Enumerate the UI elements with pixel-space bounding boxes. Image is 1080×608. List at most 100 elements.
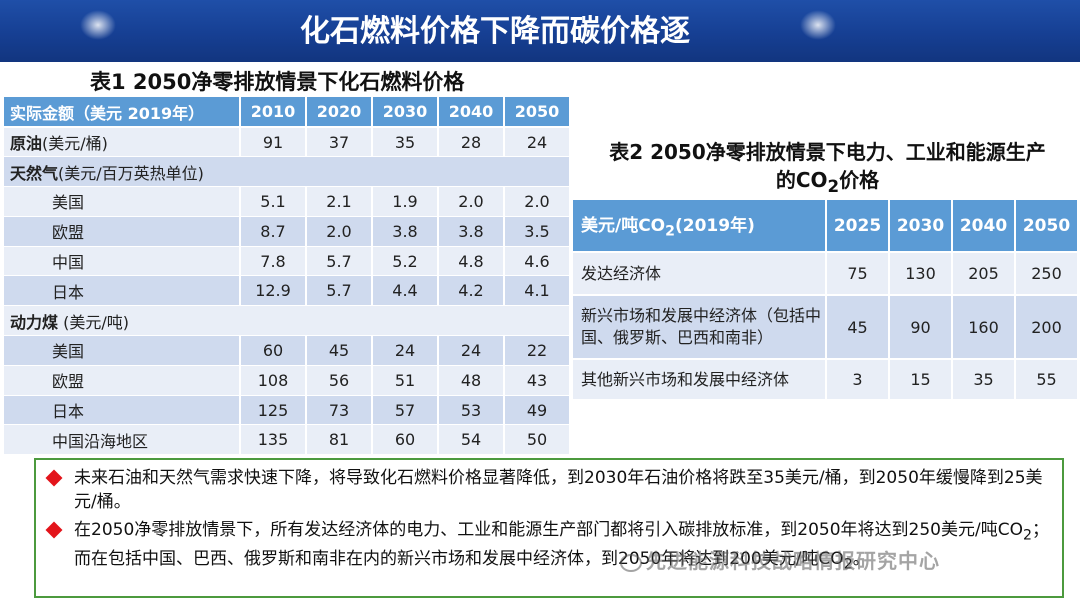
note-item: 未来石油和天然气需求快速下降，将导致化石燃料价格显著降低，到2030年石油价格将… (45, 466, 1052, 514)
wechat-icon (620, 553, 642, 572)
table1-header-cell: 2040 (438, 97, 505, 128)
table-cell: 135 (240, 424, 307, 456)
section-label-main: 天然气 (10, 163, 59, 183)
table2-title-line1: 表2 2050净零排放情景下电力、工业和能源生产 (609, 140, 1046, 164)
table-cell: 250 (1015, 252, 1079, 296)
note-text-part: ；而在包括中国、巴西、俄罗斯和南非在内的新兴市场和发展中经济体，到2050年将达… (74, 520, 1049, 570)
table-cell: 75 (826, 252, 890, 296)
table-cell: 130 (889, 252, 953, 296)
section-label-main: 动力煤 (10, 312, 59, 332)
row-label: 中国沿海地区 (4, 424, 241, 456)
table-cell: 24 (438, 335, 505, 366)
table-cell: 3.8 (372, 216, 439, 247)
red-diamond-bullet-icon (45, 469, 63, 487)
table-row: 日本 12.9 5.7 4.4 4.2 4.1 (4, 275, 571, 307)
table-row: 发达经济体 75 130 205 250 (573, 252, 1079, 296)
table-cell: 2.1 (306, 186, 373, 217)
slide-title: 化石燃料价格下降而碳价格逐 (300, 14, 690, 49)
table-row: 中国 7.8 5.7 5.2 4.8 4.6 (4, 246, 571, 277)
note-text-part: 。 (852, 549, 870, 570)
table2-title-post: 价格 (839, 168, 880, 192)
table-cell: 51 (372, 365, 439, 396)
table-cell: 43 (504, 365, 571, 396)
section-label: 天然气(美元/百万英热单位) (4, 156, 571, 188)
table-cell: 5.7 (306, 246, 373, 277)
table-cell: 4.6 (504, 246, 571, 277)
row-label: 原油(美元/桶) (4, 127, 241, 158)
table-cell: 56 (306, 365, 373, 396)
table-cell: 5.2 (372, 246, 439, 277)
table-cell: 24 (504, 127, 571, 158)
table-cell: 28 (438, 127, 505, 158)
table-cell: 35 (372, 127, 439, 158)
table-cell: 4.8 (438, 246, 505, 277)
table2-header-row: 美元/吨CO2(2019年) 2025 2030 2040 2050 (573, 200, 1079, 253)
row-label: 美国 (4, 335, 241, 366)
watermark: 先进能源科技战略情报研究中心 (620, 545, 1050, 579)
table-cell: 3 (826, 359, 890, 401)
section-label: 动力煤 (美元/吨) (4, 305, 571, 337)
table-cell: 54 (438, 424, 505, 456)
table1-header-row: 实际金额（美元 2019年） 2010 2020 2030 2040 2050 (4, 97, 571, 128)
decorative-swirl-left (80, 10, 116, 40)
table2-title-pre: 的CO (775, 168, 828, 192)
table1-header-cell: 2050 (504, 97, 571, 128)
table-cell: 200 (1015, 295, 1079, 360)
table1-header-cell: 2020 (306, 97, 373, 128)
table-row: 美国 60 45 24 24 22 (4, 335, 571, 366)
table1-header-cell: 2010 (240, 97, 307, 128)
table-cell: 3.8 (438, 216, 505, 247)
table-cell: 7.8 (240, 246, 307, 277)
table-row: 其他新兴市场和发展中经济体 3 15 35 55 (573, 359, 1079, 401)
table-cell: 53 (438, 395, 505, 426)
table2-header-cell: 2050 (1015, 200, 1079, 253)
co2-subscript: 2 (1022, 527, 1032, 544)
table2-header-cell: 2040 (952, 200, 1016, 253)
row-label: 中国 (4, 246, 241, 277)
table-cell: 8.7 (240, 216, 307, 247)
note-item: 在2050净零排放情景下，所有发达经济体的电力、工业和能源生产部门都将引入碳排放… (45, 518, 1052, 577)
table-cell: 108 (240, 365, 307, 396)
row-label: 美国 (4, 186, 241, 217)
co2-subscript: 2 (843, 556, 853, 573)
table-cell: 4.2 (438, 275, 505, 307)
table2-header-cell: 2025 (826, 200, 890, 253)
table-row: 美国 5.1 2.1 1.9 2.0 2.0 (4, 186, 571, 217)
table-row: 日本 125 73 57 53 49 (4, 395, 571, 426)
note-text-part: 在2050净零排放情景下，所有发达经济体的电力、工业和能源生产部门都将引入碳排放… (74, 520, 1023, 540)
row-label: 欧盟 (4, 365, 241, 396)
table-cell: 45 (826, 295, 890, 360)
red-diamond-bullet-icon (45, 521, 63, 539)
table1-title: 表1 2050净零排放情景下化石燃料价格 (90, 70, 465, 94)
table-cell: 55 (1015, 359, 1079, 401)
table-cell: 45 (306, 335, 373, 366)
table-row: 动力煤 (美元/吨) (4, 305, 571, 337)
table-cell: 5.7 (306, 275, 373, 307)
row-label: 其他新兴市场和发展中经济体 (573, 359, 827, 401)
table-cell: 5.1 (240, 186, 307, 217)
note-text: 未来石油和天然气需求快速下降，将导致化石燃料价格显著降低，到2030年石油价格将… (74, 468, 1043, 512)
table-cell: 50 (504, 424, 571, 456)
table-cell: 1.9 (372, 186, 439, 217)
table2-header-cell: 2030 (889, 200, 953, 253)
table-cell: 15 (889, 359, 953, 401)
table-cell: 57 (372, 395, 439, 426)
table2-title: 表2 2050净零排放情景下电力、工业和能源生产 的CO2价格 (575, 138, 1080, 198)
table-row: 天然气(美元/百万英热单位) (4, 156, 571, 188)
table-cell: 91 (240, 127, 307, 158)
section-label-unit: (美元/吨) (58, 312, 129, 332)
header-label-post: (2019年) (675, 216, 755, 237)
title-bar: 化石燃料价格下降而碳价格逐 (0, 0, 1080, 62)
row-label: 新兴市场和发展中经济体（包括中国、俄罗斯、巴西和南非） (573, 295, 827, 360)
table-cell: 12.9 (240, 275, 307, 307)
row-label-main: 原油 (10, 134, 43, 154)
table2-title-sub: 2 (827, 177, 840, 196)
table-row: 原油(美元/桶) 91 37 35 28 24 (4, 127, 571, 158)
summary-notes-box: 未来石油和天然气需求快速下降，将导致化石燃料价格显著降低，到2030年石油价格将… (34, 458, 1064, 598)
table-cell: 2.0 (504, 186, 571, 217)
table1-header-cell: 2030 (372, 97, 439, 128)
table-cell: 4.1 (504, 275, 571, 307)
carbon-price-table: 美元/吨CO2(2019年) 2025 2030 2040 2050 发达经济体… (573, 200, 1079, 401)
table-cell: 205 (952, 252, 1016, 296)
row-label: 发达经济体 (573, 252, 827, 296)
